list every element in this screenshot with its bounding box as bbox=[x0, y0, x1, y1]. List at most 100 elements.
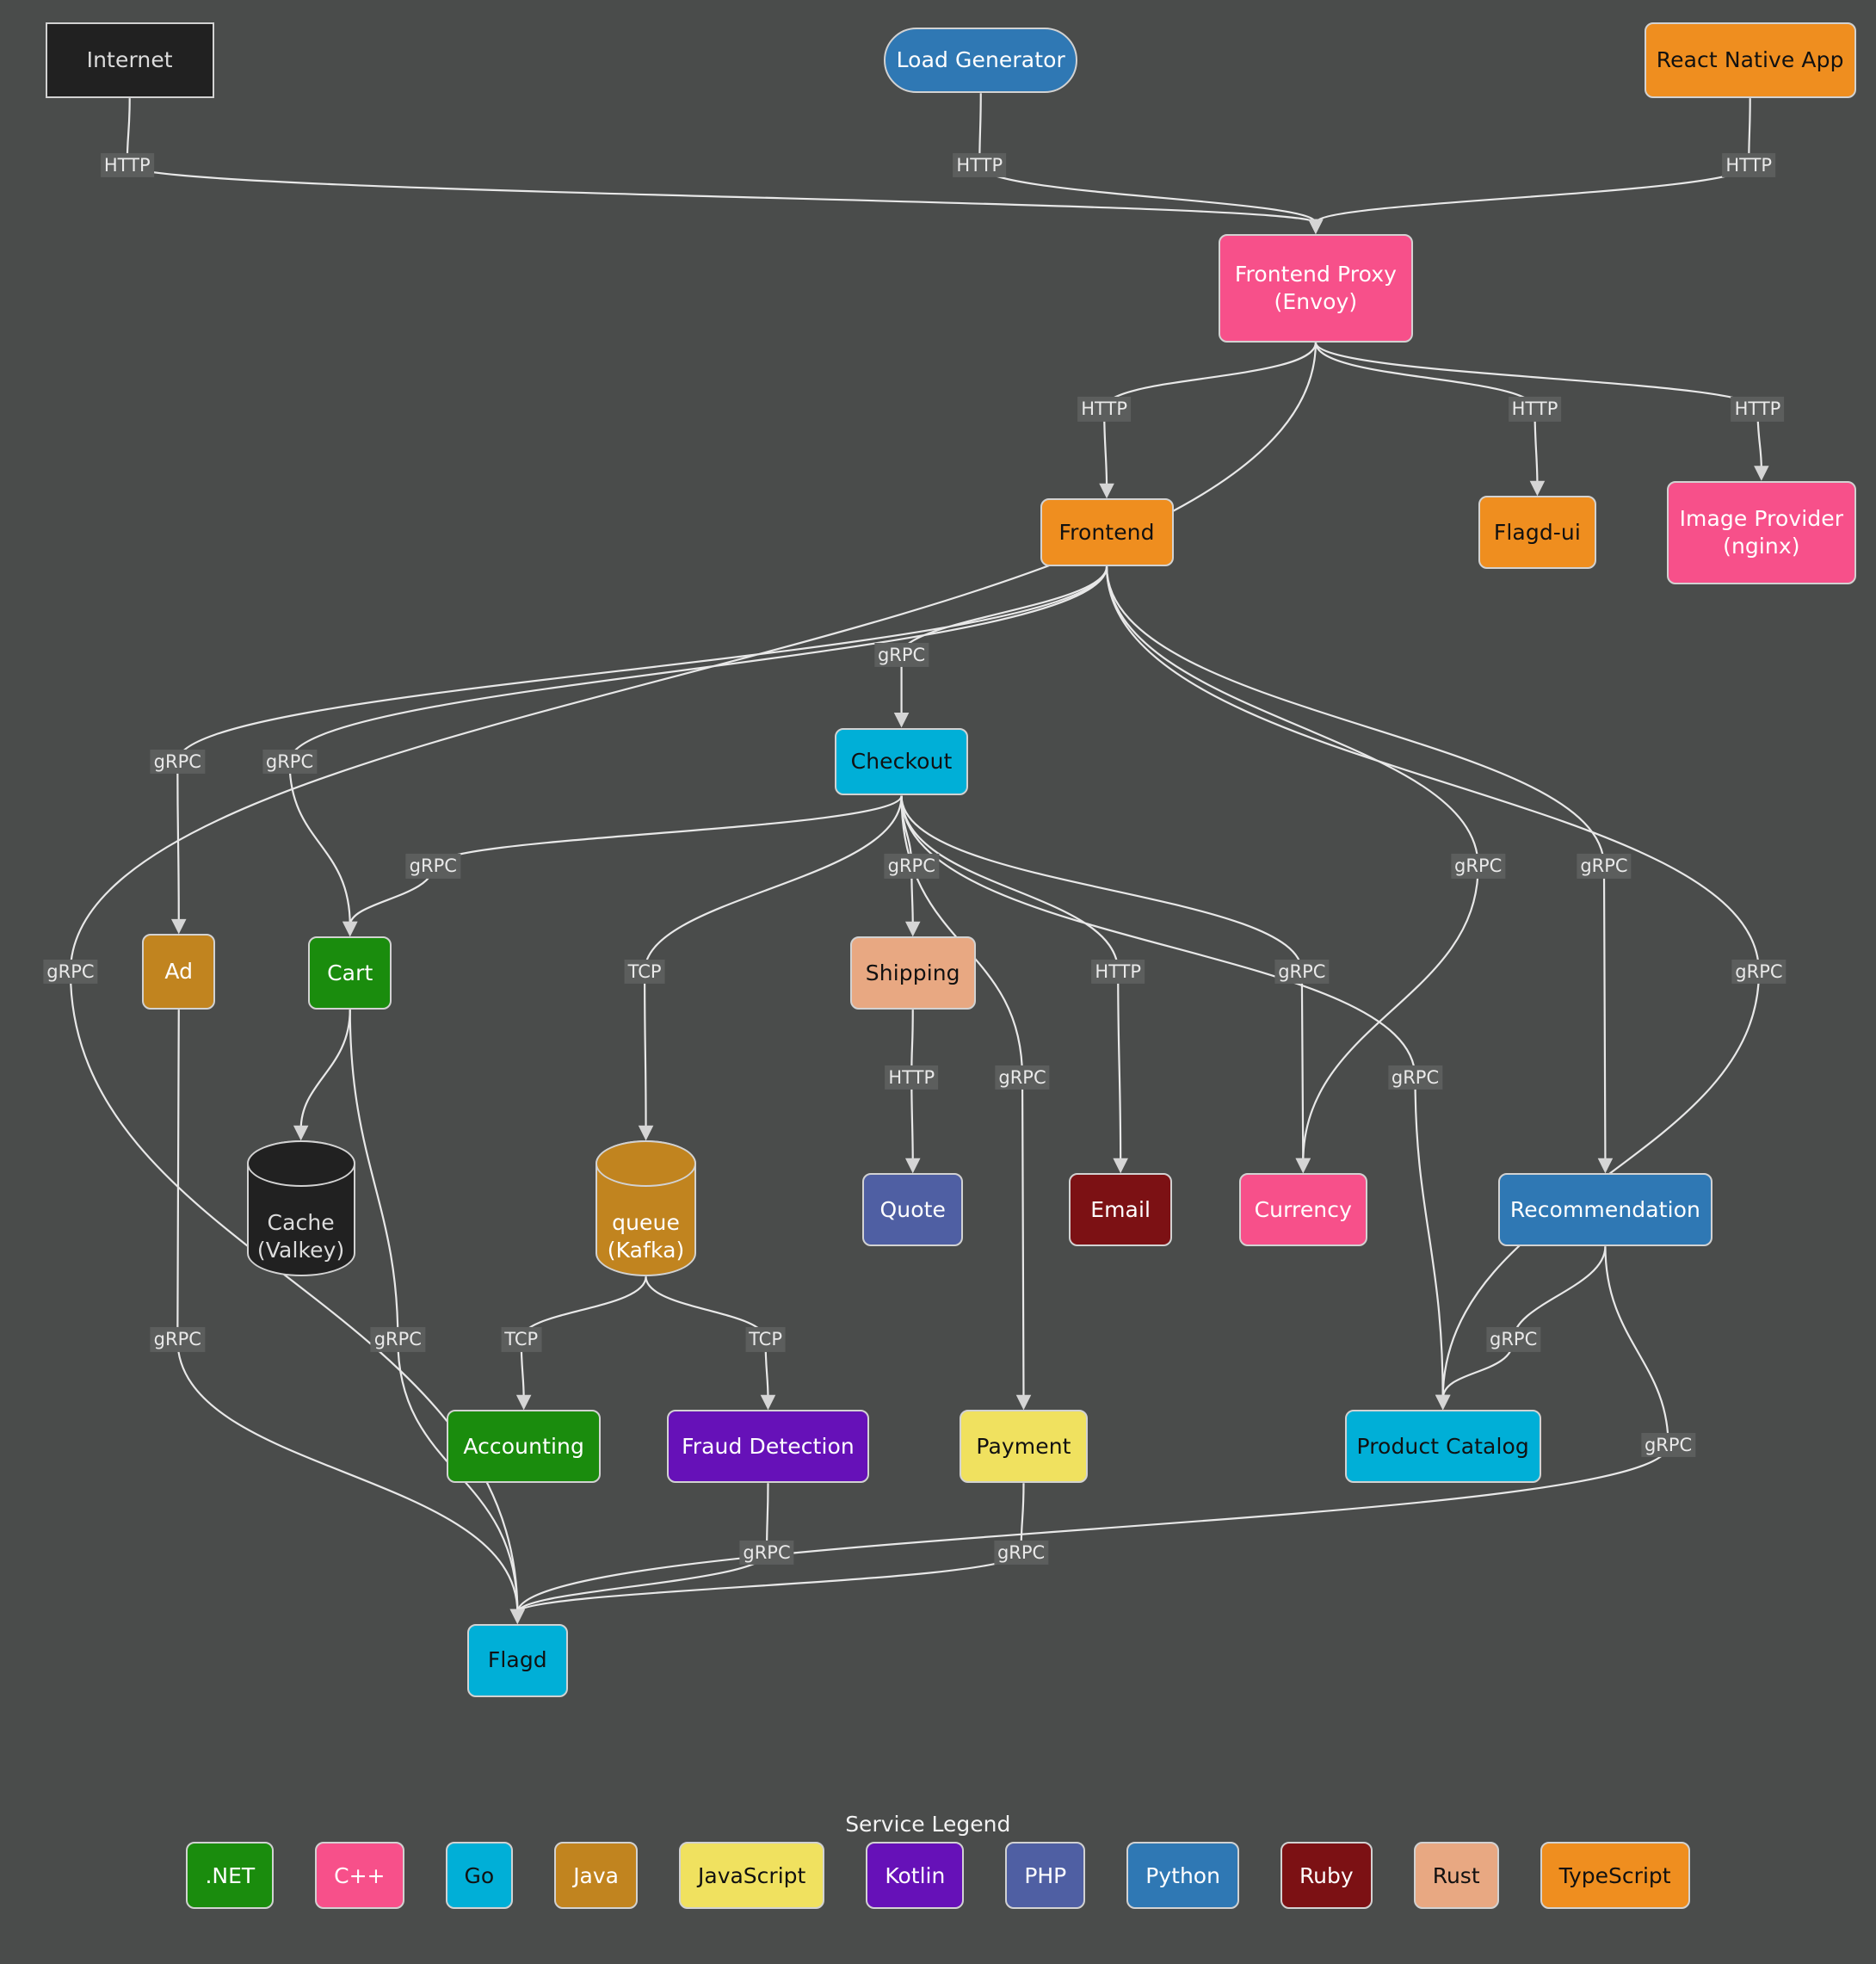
node-label: Shipping bbox=[865, 960, 960, 985]
legend-chip-kotlin[interactable]: Kotlin bbox=[866, 1842, 965, 1910]
legend-chip-go[interactable]: Go bbox=[445, 1842, 514, 1910]
node-reactnative[interactable]: React Native App bbox=[1644, 22, 1856, 99]
edge-label-checkout-to-currency: gRPC bbox=[1274, 960, 1330, 985]
arrowhead bbox=[1435, 1394, 1451, 1411]
node-checkout[interactable]: Checkout bbox=[835, 727, 969, 796]
arrowhead bbox=[760, 1394, 776, 1411]
edge-label-frontend-to-ad: gRPC bbox=[150, 749, 205, 775]
edge-cart-to-cache bbox=[301, 1010, 350, 1129]
arrowhead bbox=[509, 1609, 526, 1625]
legend-chip-java[interactable]: Java bbox=[554, 1842, 638, 1910]
edge-label-recommendation-to-productcatalog: gRPC bbox=[1486, 1327, 1541, 1352]
arrowhead bbox=[1435, 1394, 1451, 1411]
edge-label-cart-to-flagd: gRPC bbox=[370, 1327, 425, 1352]
edge-frontendproxy-to-frontend bbox=[1104, 343, 1316, 487]
edge-label-payment-to-flagd: gRPC bbox=[993, 1540, 1049, 1565]
edge-label-loadgen-to-frontendproxy: HTTP bbox=[953, 152, 1007, 177]
node-cache[interactable]: Cache (Valkey) bbox=[246, 1140, 355, 1277]
legend-chip-rust[interactable]: Rust bbox=[1413, 1842, 1499, 1910]
edge-frontend-to-checkout bbox=[902, 566, 1107, 716]
cylinder-top bbox=[596, 1140, 697, 1188]
edge-label-checkout-to-payment: gRPC bbox=[995, 1065, 1050, 1090]
node-label: Fraud Detection bbox=[682, 1433, 855, 1459]
arrowhead bbox=[509, 1609, 526, 1625]
edge-frontend-to-recommendation bbox=[1107, 566, 1605, 1162]
edge-label-fraud-to-flagd: gRPC bbox=[739, 1540, 794, 1565]
node-loadgen[interactable]: Load Generator bbox=[884, 28, 1078, 94]
legend-chip-javascript[interactable]: JavaScript bbox=[679, 1842, 825, 1910]
arrowhead bbox=[509, 1609, 526, 1625]
edge-checkout-to-productcatalog bbox=[902, 796, 1443, 1399]
arrowhead bbox=[1015, 1394, 1032, 1411]
node-frontendproxy[interactable]: Frontend Proxy (Envoy) bbox=[1219, 234, 1413, 343]
node-flagd[interactable]: Flagd bbox=[466, 1624, 568, 1697]
edge-label-frontend-to-checkout: gRPC bbox=[873, 642, 929, 667]
arrowhead bbox=[1308, 219, 1324, 235]
edge-label-checkout-to-shipping: gRPC bbox=[884, 854, 939, 879]
cylinder-top bbox=[246, 1140, 355, 1188]
edge-label-checkout-to-cart: gRPC bbox=[405, 854, 460, 879]
legend-chip-php[interactable]: PHP bbox=[1005, 1842, 1086, 1910]
node-label: React Native App bbox=[1656, 47, 1844, 73]
edge-ad-to-flagd bbox=[177, 1010, 517, 1613]
arrowhead bbox=[904, 1158, 921, 1174]
node-label: Product Catalog bbox=[1356, 1433, 1529, 1459]
arrowhead bbox=[1435, 1394, 1451, 1411]
legend-row: .NET C++ Go Java JavaScript Kotlin PHP Python Ru… bbox=[0, 1842, 1876, 1910]
arrowhead bbox=[1295, 1158, 1311, 1174]
node-label: queue (Kafka) bbox=[607, 1210, 685, 1263]
node-label: Load Generator bbox=[896, 47, 1065, 73]
arrowhead bbox=[170, 918, 187, 935]
node-productcatalog[interactable]: Product Catalog bbox=[1344, 1410, 1541, 1484]
edge-label-shipping-to-quote: HTTP bbox=[885, 1065, 939, 1090]
node-imageprovider[interactable]: Image Provider (nginx) bbox=[1667, 480, 1856, 584]
node-queue[interactable]: queue (Kafka) bbox=[596, 1140, 697, 1277]
node-payment[interactable]: Payment bbox=[959, 1410, 1089, 1484]
edge-label-frontendproxy-to-imageprovider: HTTP bbox=[1731, 397, 1785, 422]
edge-label-frontendproxy-to-flagdui: HTTP bbox=[1508, 397, 1562, 422]
edge-label-frontendproxy-to-flagd: gRPC bbox=[43, 960, 98, 985]
edge-checkout-to-payment bbox=[902, 796, 1024, 1399]
node-internet[interactable]: Internet bbox=[45, 22, 214, 99]
edge-recommendation-to-productcatalog bbox=[1443, 1246, 1606, 1399]
legend-chip-c-[interactable]: C++ bbox=[315, 1842, 404, 1910]
arrowhead bbox=[1099, 483, 1114, 499]
node-cart[interactable]: Cart bbox=[308, 936, 392, 1010]
legend-chip-python[interactable]: Python bbox=[1126, 1842, 1239, 1910]
edge-label-frontend-to-recommendation: gRPC bbox=[1577, 854, 1632, 879]
legend-chip-typescript[interactable]: TypeScript bbox=[1540, 1842, 1690, 1910]
edge-label-checkout-to-productcatalog: gRPC bbox=[1387, 1065, 1443, 1090]
node-label: Frontend Proxy (Envoy) bbox=[1234, 261, 1397, 314]
arrowhead bbox=[1308, 219, 1324, 235]
node-fraud[interactable]: Fraud Detection bbox=[667, 1410, 869, 1484]
node-label: Internet bbox=[86, 47, 173, 73]
node-label: Cart bbox=[327, 960, 373, 985]
node-flagdui[interactable]: Flagd-ui bbox=[1478, 496, 1597, 570]
edge-reactnative-to-frontendproxy bbox=[1316, 98, 1750, 223]
arrowhead bbox=[1308, 219, 1324, 235]
node-frontend[interactable]: Frontend bbox=[1040, 498, 1174, 567]
edge-label-recommendation-to-flagd: gRPC bbox=[1640, 1433, 1696, 1458]
node-label: Accounting bbox=[463, 1433, 584, 1459]
node-label: Image Provider (nginx) bbox=[1679, 505, 1844, 559]
node-email[interactable]: Email bbox=[1069, 1173, 1173, 1247]
node-accounting[interactable]: Accounting bbox=[447, 1410, 601, 1484]
node-ad[interactable]: Ad bbox=[142, 934, 216, 1010]
arrowhead bbox=[893, 712, 910, 728]
node-quote[interactable]: Quote bbox=[862, 1173, 964, 1247]
node-label: Email bbox=[1090, 1196, 1151, 1222]
edge-label-ad-to-flagd: gRPC bbox=[150, 1327, 205, 1352]
edge-label-frontend-to-cart: gRPC bbox=[262, 749, 318, 775]
arrowhead bbox=[293, 1125, 309, 1141]
node-label: Currency bbox=[1254, 1196, 1352, 1222]
node-label: Cache (Valkey) bbox=[256, 1210, 345, 1263]
edge-label-queue-to-accounting: TCP bbox=[501, 1327, 542, 1352]
legend-chip-ruby[interactable]: Ruby bbox=[1280, 1842, 1373, 1910]
legend-chip--net[interactable]: .NET bbox=[186, 1842, 275, 1910]
node-currency[interactable]: Currency bbox=[1238, 1173, 1367, 1247]
node-recommendation[interactable]: Recommendation bbox=[1498, 1173, 1712, 1247]
node-label: Recommendation bbox=[1509, 1196, 1700, 1222]
legend-title: Service Legend bbox=[845, 1811, 1011, 1837]
node-shipping[interactable]: Shipping bbox=[849, 936, 976, 1010]
